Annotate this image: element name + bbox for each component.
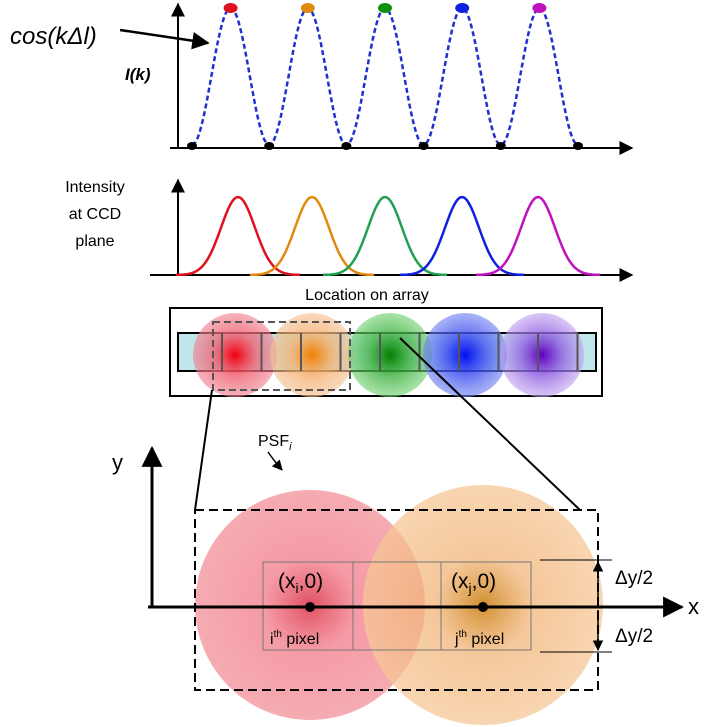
peak-dot xyxy=(455,3,469,13)
y-axis-label: at CCD xyxy=(69,206,121,223)
half-height-label: Δy/2 xyxy=(615,626,653,647)
trough-dot xyxy=(264,142,274,150)
trough-dot xyxy=(419,142,429,150)
psf-base: PSF xyxy=(258,433,289,450)
pixel-sup: th xyxy=(459,629,467,640)
point-label: (xi,0) xyxy=(278,570,323,596)
y-axis-label: Intensity xyxy=(65,179,125,196)
point-close: ,0) xyxy=(299,570,324,593)
gaussian xyxy=(250,197,374,275)
trough-dot xyxy=(573,142,583,150)
psf-sub: i xyxy=(289,441,292,453)
pixel-rest: pixel xyxy=(467,631,504,648)
diagram: cos(kΔl) I(k) Intensity at CCD plane Loc… xyxy=(0,0,706,727)
y-axis-label: y xyxy=(112,450,123,475)
top-plot: cos(kΔl) I(k) xyxy=(10,3,632,150)
curve-label: cos(kΔl) xyxy=(10,23,97,50)
middle-plot: Intensity at CCD plane Location on array xyxy=(65,179,632,304)
peak-dot xyxy=(532,3,546,13)
trough-dot xyxy=(187,142,197,150)
trough-dot xyxy=(496,142,506,150)
point-open: (x xyxy=(451,570,469,593)
y-axis-label: I(k) xyxy=(125,65,151,84)
peak-dot xyxy=(301,3,315,13)
psf-label: PSFi xyxy=(258,433,292,453)
peak-dot xyxy=(224,3,238,13)
ccd-array xyxy=(170,308,602,510)
half-height-label: Δy/2 xyxy=(615,568,653,589)
x-axis-label: Location on array xyxy=(305,287,429,304)
pixel-rest: pixel xyxy=(282,631,319,648)
peak-dot xyxy=(378,3,392,13)
pixel-sup: th xyxy=(274,629,282,640)
point-close: ,0) xyxy=(472,570,497,593)
trough-dot xyxy=(341,142,351,150)
y-axis-label: plane xyxy=(75,233,114,250)
gaussian xyxy=(176,197,300,275)
point-label: (xj,0) xyxy=(451,570,496,596)
x-axis-label: x xyxy=(688,594,699,619)
point-open: (x xyxy=(278,570,296,593)
